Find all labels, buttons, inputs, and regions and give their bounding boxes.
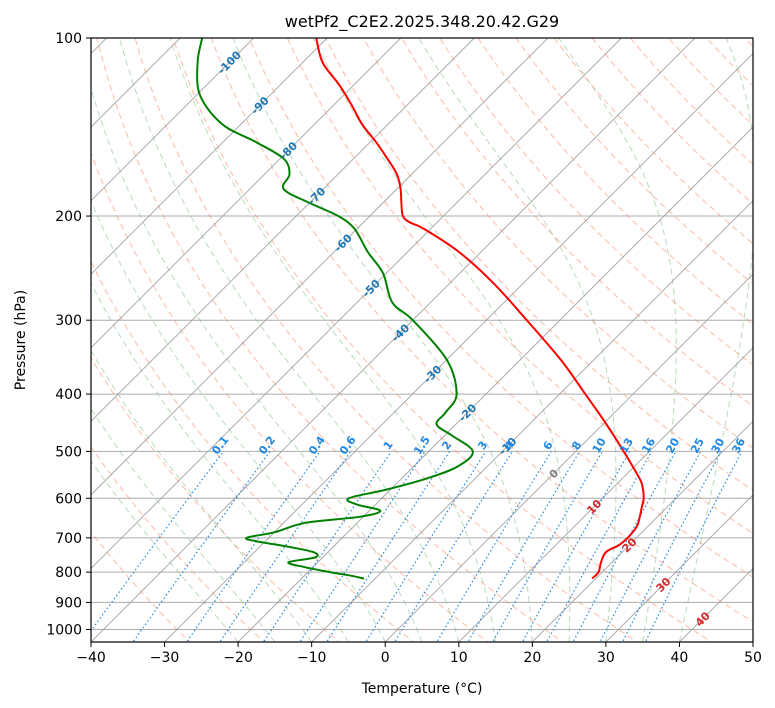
isotherm-lines <box>91 38 753 642</box>
x-axis: −40 −30 −20 −10 0 10 20 30 40 50 <box>76 642 762 666</box>
y-tick-label: 500 <box>55 444 82 460</box>
mixing-ratio-line <box>185 451 321 642</box>
mixing-ratio-label: 25 <box>688 436 707 456</box>
moist-adiabat <box>119 38 460 642</box>
y-axis-title: Pressure (hPa) <box>13 290 29 390</box>
y-tick-label: 1000 <box>46 622 82 638</box>
chart-title: wetPf2_C2E2.2025.348.20.42.G29 <box>285 12 559 32</box>
mixing-ratio-line <box>436 451 552 642</box>
y-axis: 100 200 300 400 500 600 700 800 900 1000 <box>46 31 91 638</box>
moist-adiabat <box>169 38 497 642</box>
moist-adiabat <box>313 38 571 642</box>
dry-adiabat <box>477 38 753 325</box>
moist-adiabat <box>91 86 423 642</box>
dry-adiabat <box>286 38 753 535</box>
x-tick-label: 30 <box>597 650 615 666</box>
y-tick-label: 800 <box>55 565 82 581</box>
dry-adiabat <box>324 38 753 491</box>
x-tick-label: 40 <box>671 650 689 666</box>
mixing-ratio-line <box>365 451 487 642</box>
isotherm-line <box>458 347 753 642</box>
mixing-ratio-label: 36 <box>729 436 748 456</box>
mixing-ratio-line <box>467 451 581 642</box>
moist-adiabat <box>91 282 349 642</box>
mixing-ratio-line <box>91 451 224 632</box>
moist-adiabat <box>418 38 617 642</box>
moist-adiabat <box>678 38 753 642</box>
mixing-ratio-line <box>394 451 513 642</box>
x-tick-label: −30 <box>150 650 180 666</box>
x-tick-label: 50 <box>744 650 762 666</box>
isobar-gridlines <box>91 38 753 630</box>
mixing-ratio-line <box>299 451 426 642</box>
mixing-ratio-line <box>219 451 352 642</box>
mixing-ratio-line <box>572 451 677 642</box>
isotherm-line <box>91 38 696 642</box>
mixing-ratio-line <box>132 451 271 642</box>
dry-adiabat <box>401 38 753 407</box>
dry-adiabat <box>172 38 713 642</box>
mixing-ratio-line <box>325 451 451 642</box>
moist-adiabat <box>91 407 276 642</box>
mixing-ratio-line <box>262 451 392 642</box>
y-tick-label: 900 <box>55 595 82 611</box>
moist-adiabats <box>91 38 753 642</box>
x-axis-title: Temperature (°C) <box>361 681 483 697</box>
x-tick-label: 0 <box>381 650 390 666</box>
y-tick-label: 100 <box>55 31 82 47</box>
isotherm-line <box>91 38 402 349</box>
mixing-ratio-lines <box>91 451 743 642</box>
y-tick-label: 300 <box>55 313 82 329</box>
x-tick-label: −20 <box>223 650 253 666</box>
isotherm-line <box>91 38 622 570</box>
y-tick-label: 200 <box>55 209 82 225</box>
sounding-traces <box>196 38 645 580</box>
mixing-ratio-line <box>621 451 722 642</box>
moist-adiabat <box>91 199 386 642</box>
x-tick-label: −10 <box>297 650 327 666</box>
isotherm-line <box>91 38 255 202</box>
temperature-trace <box>315 38 645 580</box>
moist-adiabat <box>91 460 239 642</box>
y-tick-label: 700 <box>55 531 82 547</box>
isotherm-line <box>237 126 753 642</box>
isotherm-line <box>91 38 328 275</box>
dewpoint-trace <box>196 38 474 580</box>
isotherm-line <box>164 52 753 642</box>
moist-adiabat <box>558 38 677 642</box>
y-tick-label: 600 <box>55 491 82 507</box>
mixing-ratio-line <box>599 451 702 642</box>
isotherm-line <box>531 420 753 642</box>
x-tick-label: −40 <box>76 650 106 666</box>
plot-frame <box>90 37 754 643</box>
dry-adiabat <box>363 38 753 449</box>
dry-adiabat <box>439 38 753 366</box>
moist-adiabat <box>232 38 533 642</box>
x-tick-label: 10 <box>450 650 468 666</box>
isotherm-line <box>311 199 753 642</box>
dry-adiabat <box>248 38 753 578</box>
isotherm-line <box>384 273 753 642</box>
isotherm-line <box>91 38 549 496</box>
x-tick-label: 20 <box>523 650 541 666</box>
y-tick-label: 400 <box>55 387 82 403</box>
dry-adiabat <box>91 151 489 642</box>
isotherm-line <box>605 494 753 642</box>
